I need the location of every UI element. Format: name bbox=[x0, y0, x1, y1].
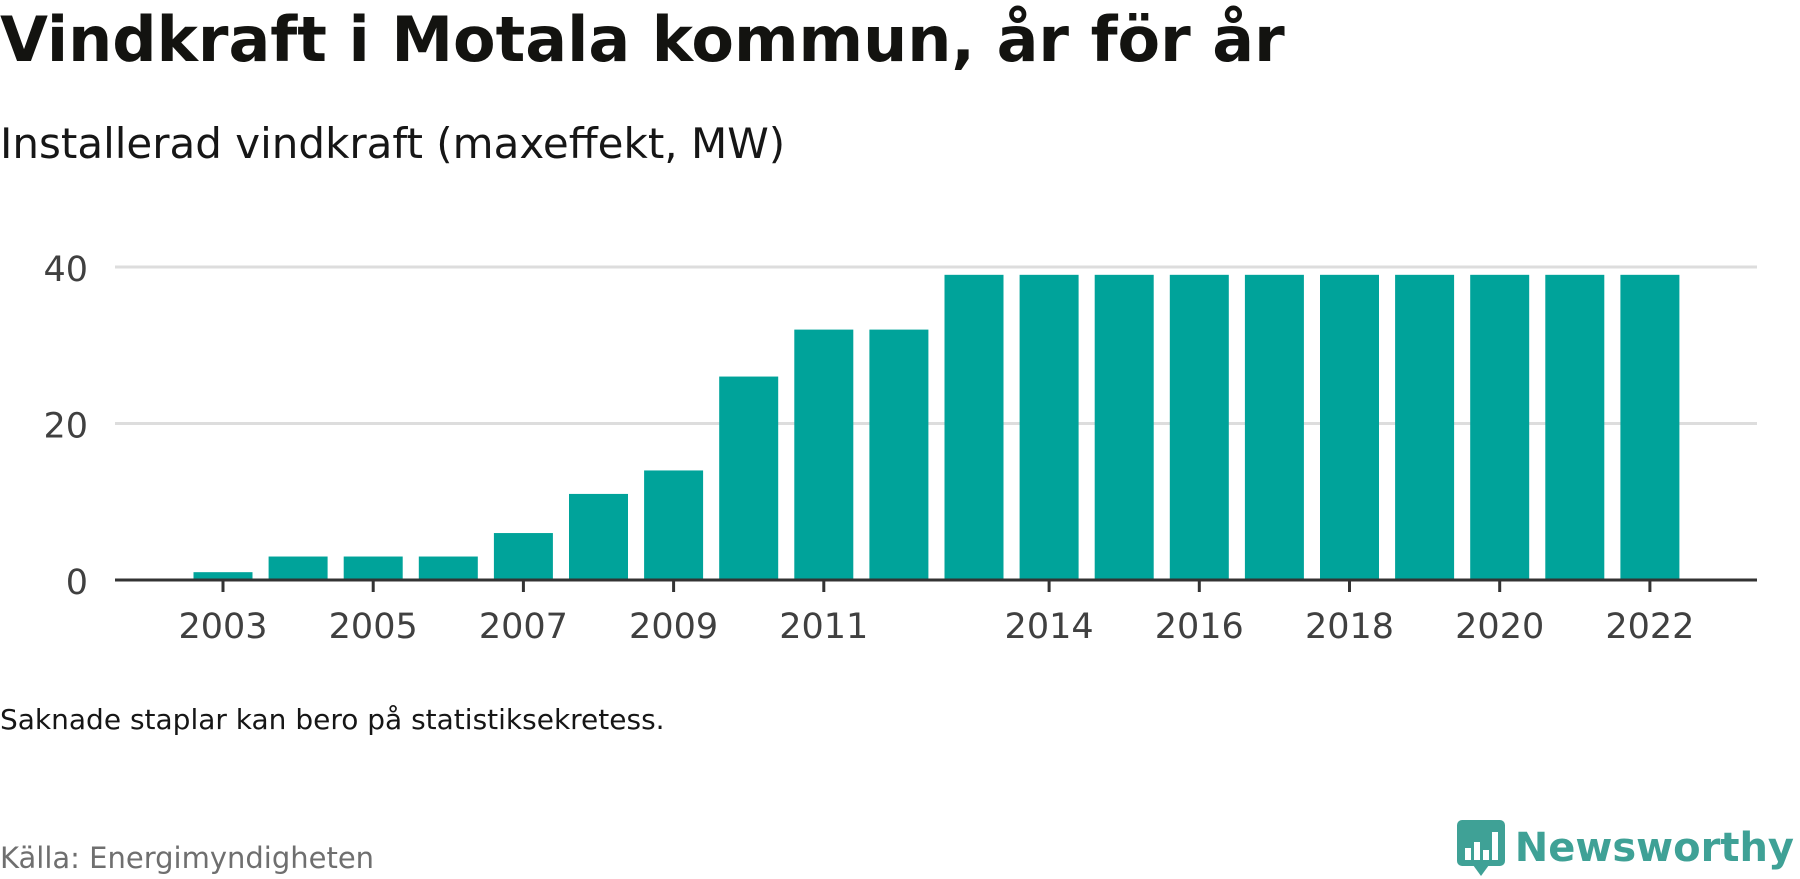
x-tick-label: 2003 bbox=[178, 607, 267, 647]
x-tick-label: 2020 bbox=[1455, 607, 1544, 647]
bar-2008 bbox=[569, 493, 628, 580]
bar-2022 bbox=[1620, 274, 1680, 580]
bar-2009 bbox=[644, 470, 704, 580]
x-tick-label: 2014 bbox=[1005, 607, 1094, 647]
bar-2021 bbox=[1545, 274, 1605, 580]
brand-logo: Newsworthy bbox=[1455, 818, 1794, 878]
y-tick-label: 0 bbox=[66, 563, 88, 603]
footnote: Saknade staplar kan bero på statistiksek… bbox=[0, 703, 665, 736]
bar-2012 bbox=[869, 329, 929, 580]
brand-name: Newsworthy bbox=[1514, 825, 1794, 871]
y-tick-label: 20 bbox=[43, 407, 88, 447]
bar-2019 bbox=[1395, 274, 1455, 580]
chart-bubble-icon bbox=[1456, 820, 1505, 876]
bar-2006 bbox=[418, 556, 478, 580]
bar-2010 bbox=[719, 376, 779, 580]
x-axis bbox=[115, 578, 1757, 592]
x-tick-label: 2007 bbox=[479, 607, 568, 647]
chart-title: Vindkraft i Motala kommun, år för år bbox=[0, 3, 1285, 76]
chart-subtitle: Installerad vindkraft (maxeffekt, MW) bbox=[0, 119, 786, 168]
bar-2004 bbox=[268, 556, 328, 580]
bars bbox=[193, 274, 1680, 580]
x-tick-label: 2005 bbox=[329, 607, 418, 647]
x-tick-label: 2018 bbox=[1305, 607, 1394, 647]
bar-2005 bbox=[343, 556, 403, 580]
bar-2015 bbox=[1094, 274, 1154, 580]
bar-2013 bbox=[944, 274, 1004, 580]
x-axis-tick-labels: 2003 2005 2007 2009 2011 2014 2016 2018 2020 2022 bbox=[178, 607, 1694, 647]
x-tick-label: 2009 bbox=[629, 607, 718, 647]
bar-2017 bbox=[1244, 274, 1304, 580]
bar-2003 bbox=[193, 572, 253, 580]
bar-2018 bbox=[1320, 274, 1379, 580]
bar-2016 bbox=[1169, 274, 1229, 580]
source-credit: Källa: Energimyndigheten bbox=[0, 841, 375, 875]
bar-2020 bbox=[1470, 274, 1530, 580]
bar-2014 bbox=[1019, 274, 1079, 580]
bar-2011 bbox=[794, 329, 854, 580]
x-tick-label: 2022 bbox=[1605, 607, 1694, 647]
bar-2007 bbox=[493, 533, 553, 580]
y-axis-tick-labels: 0 20 40 bbox=[43, 250, 88, 603]
x-tick-label: 2011 bbox=[779, 607, 868, 647]
y-tick-label: 40 bbox=[43, 250, 88, 290]
x-tick-label: 2016 bbox=[1155, 607, 1244, 647]
